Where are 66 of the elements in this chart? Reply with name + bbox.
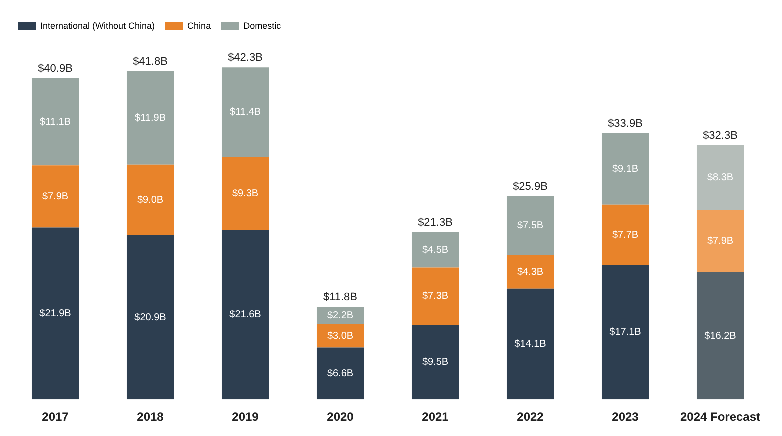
total-label: $32.3B [703,130,738,142]
x-tick-label: 2020 [327,410,354,424]
data-label: $4.5B [422,244,449,256]
total-label: $21.3B [418,216,453,229]
data-label: $7.3B [422,291,449,302]
data-label: $9.3B [232,188,259,200]
total-label: $11.8B [323,292,358,304]
data-label: $21.6B [230,310,262,321]
x-tick-label: 2019 [232,410,260,424]
data-label: $11.9B [135,112,166,124]
bar [412,325,460,400]
legend-label: International (Without China) [40,20,156,31]
data-label: $14.1B [514,339,547,350]
bar [696,145,744,210]
bar [32,228,80,400]
data-label: $9.5B [422,357,449,368]
x-tick-label: 2023 [612,410,640,424]
data-label: $16.2B [704,330,737,342]
data-label: $7.9B [707,236,734,248]
data-label: $2.2B [327,310,354,322]
bar [126,71,174,165]
legend-label: China [188,20,212,31]
bar [602,265,650,400]
total-label: $42.3B [228,52,263,64]
data-label: $4.3B [517,266,544,278]
data-label: $20.9B [134,312,167,324]
data-label: $17.1B [610,327,642,338]
bar [222,68,270,158]
x-tick-label: 2018 [137,410,164,424]
data-label: $6.6B [327,368,354,380]
data-label: $7.5B [517,220,544,232]
bar [602,134,650,205]
bar [316,348,364,400]
bar [696,272,744,400]
data-label: $8.3B [707,172,734,184]
data-label: $11.1B [40,116,72,128]
bar [506,255,554,289]
total-label: $40.9B [38,63,73,76]
total-label: $33.9B [608,118,643,130]
total-label: $25.9B [513,180,548,193]
bar [506,288,554,400]
bar [506,196,554,256]
bar [412,232,460,268]
bar [32,166,80,228]
bar [126,236,174,400]
data-label: $9.1B [612,164,639,175]
bar [222,230,270,400]
data-label: $9.0B [137,194,164,206]
data-label: $7.9B [42,191,69,202]
data-label: $11.4B [230,107,262,118]
data-label: $21.9B [40,308,72,320]
legend-label: Domestic [244,20,282,31]
data-label: $7.7B [612,230,639,241]
total-label: $41.8B [133,56,168,68]
bar [32,78,80,166]
bar [222,157,270,230]
bar [126,164,174,236]
bar [412,268,460,326]
x-tick-label: 2017 [42,410,70,424]
bar [602,204,650,266]
bar [316,324,364,348]
x-tick-label: 2021 [422,410,450,424]
data-label: $3.0B [327,330,354,342]
x-tick-label: 2022 [517,410,544,424]
bar [696,210,744,272]
x-tick-label: 2024 Forecast [680,410,761,424]
